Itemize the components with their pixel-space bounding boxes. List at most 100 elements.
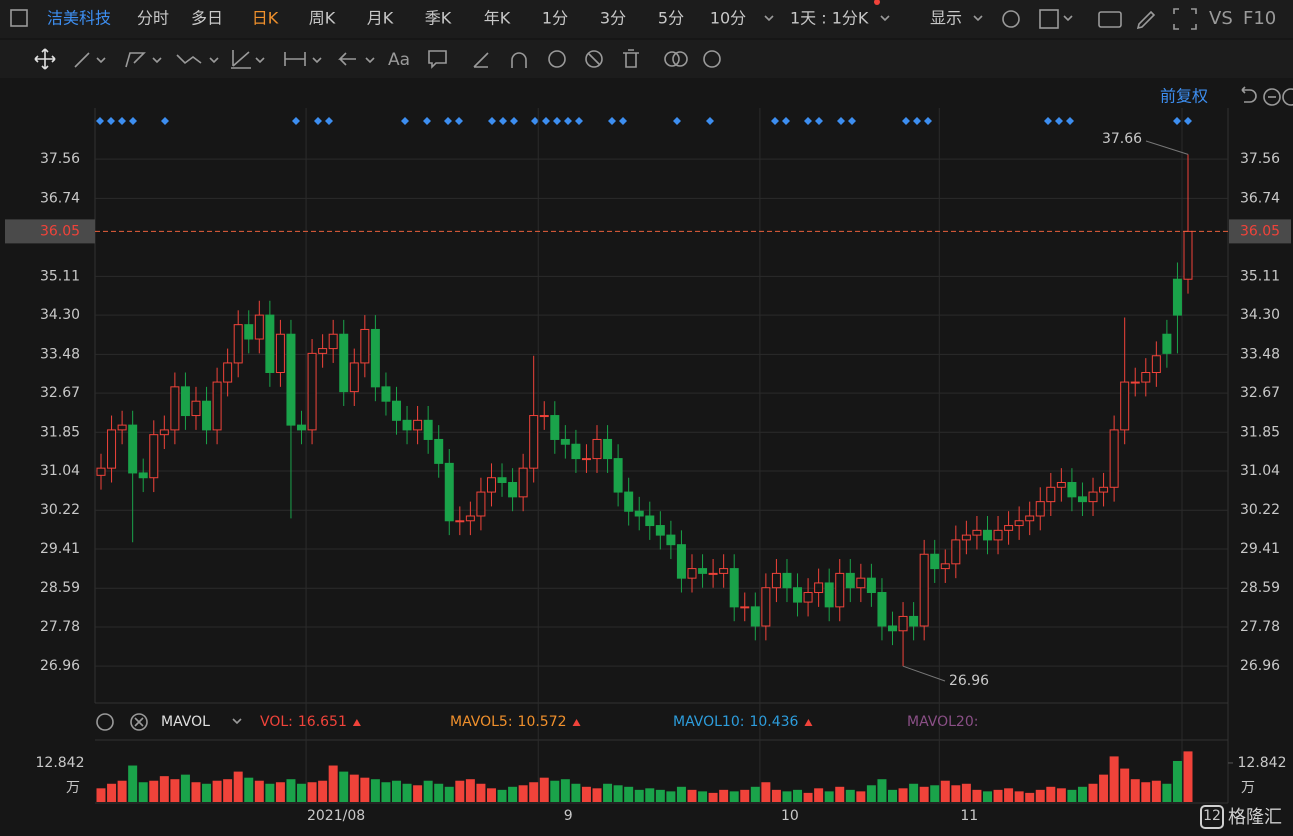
period-select[interactable]: 1天 : 1分K [790, 9, 869, 28]
pen-icon[interactable] [1136, 10, 1156, 30]
period-tab[interactable]: 3分 [600, 9, 626, 28]
volume-bar [961, 783, 971, 802]
candle-body [413, 419, 423, 431]
camera-icon[interactable] [1098, 11, 1122, 28]
candle-body [381, 386, 391, 402]
candle-body [1151, 355, 1161, 373]
volume-bar [719, 789, 729, 802]
period-tab[interactable]: 多日 [191, 9, 223, 28]
undo-icon[interactable] [1241, 86, 1257, 103]
y2-tick-label: 33.48 [1240, 346, 1280, 362]
more-arrow[interactable] [764, 15, 774, 22]
volume-unit: 万 [66, 780, 80, 796]
candle-body [370, 328, 380, 388]
volume-bar [455, 780, 465, 802]
legend-value: 16.651 [298, 714, 347, 730]
candle-body [729, 568, 739, 608]
vs-button[interactable]: VS [1209, 8, 1233, 29]
wave-tool[interactable] [176, 54, 219, 65]
candle-body [655, 525, 665, 536]
layout-icon[interactable] [1039, 9, 1059, 29]
zoom-in[interactable] [1282, 88, 1293, 106]
event-marker [161, 117, 169, 125]
volume-bar [96, 788, 106, 802]
volume-bar [1088, 783, 1098, 802]
candle-body [888, 625, 898, 632]
zoom-out[interactable] [1263, 88, 1281, 106]
y-tick-label: 30.22 [40, 502, 80, 518]
candle-body [771, 572, 781, 589]
volume-bar [581, 786, 591, 802]
indicator-close[interactable] [130, 713, 148, 731]
polyline-tool[interactable] [125, 52, 162, 68]
period-tab[interactable]: 分时 [137, 9, 169, 28]
volume-bar [254, 780, 264, 802]
volume-bar [866, 785, 876, 802]
event-marker [575, 117, 583, 125]
event-marker [1044, 117, 1052, 125]
period-tab[interactable]: 月K [367, 9, 394, 28]
indicator-name[interactable]: MAVOL [161, 714, 210, 730]
move-tool[interactable] [34, 48, 56, 70]
candle-body [1035, 501, 1045, 517]
period-tab[interactable]: 10分 [710, 9, 746, 28]
volume-bar [508, 786, 518, 802]
candle-body [560, 438, 570, 445]
compare-icon[interactable] [664, 51, 680, 67]
event-marker [608, 117, 616, 125]
y-tick-label: 26.96 [40, 658, 80, 674]
fib-tool[interactable] [231, 50, 265, 69]
line-tool[interactable] [74, 52, 106, 68]
panel-toggle[interactable] [10, 9, 28, 27]
hide-tool[interactable] [585, 50, 603, 68]
candle-body [518, 467, 528, 498]
volume-bar [518, 785, 528, 802]
candle-body [128, 424, 138, 474]
volume-bar [149, 780, 159, 802]
event-marker [782, 117, 790, 125]
volume-bar [592, 788, 602, 802]
tool-settings[interactable] [703, 50, 721, 68]
stock-name[interactable]: 洁美科技 [47, 9, 111, 28]
display-select[interactable]: 显示 [930, 9, 962, 28]
candle-body [930, 553, 940, 570]
sync-tool[interactable] [548, 50, 566, 68]
f10-button[interactable]: F10 [1243, 8, 1276, 29]
candle-body [793, 587, 803, 603]
x-tick-label: 9 [564, 808, 573, 824]
legend-name: MAVOL5: [450, 714, 513, 730]
adjust-mode[interactable]: 前复权 [1160, 87, 1208, 106]
volume-bar [1130, 779, 1140, 802]
period-tab[interactable]: 5分 [658, 9, 684, 28]
period-tab[interactable]: 周K [309, 9, 336, 28]
candle-body [275, 333, 285, 373]
note-tool[interactable] [428, 50, 447, 69]
arrow-tool[interactable] [338, 52, 375, 66]
candle-body [138, 472, 148, 479]
period-tab[interactable]: 日K [252, 9, 279, 28]
volume-bar [1014, 791, 1024, 802]
volume-bar [771, 789, 781, 802]
volume-bar [687, 789, 697, 802]
delete-tool[interactable] [623, 49, 639, 68]
period-tab[interactable]: 年K [484, 9, 511, 28]
settings-icon[interactable] [1002, 10, 1020, 28]
last-price-tag [5, 219, 95, 244]
text-tool[interactable]: Aa [388, 50, 410, 70]
event-marker [292, 117, 300, 125]
fullscreen-icon[interactable] [1173, 8, 1197, 30]
y2-tick-label: 37.56 [1240, 151, 1280, 167]
period-tab[interactable]: 1分 [542, 9, 568, 28]
angle-tool[interactable] [473, 52, 489, 68]
measure-tool[interactable] [284, 52, 322, 66]
period-tab[interactable]: 季K [425, 9, 452, 28]
candle-body [1014, 520, 1024, 527]
magnet-tool[interactable] [511, 52, 527, 68]
candle-body [982, 529, 992, 541]
indicator-settings[interactable] [96, 713, 114, 731]
volume-bar [940, 780, 950, 802]
volume-bar [1172, 760, 1182, 802]
y2-tick-label: 32.67 [1240, 385, 1280, 401]
candle-body [297, 424, 307, 431]
